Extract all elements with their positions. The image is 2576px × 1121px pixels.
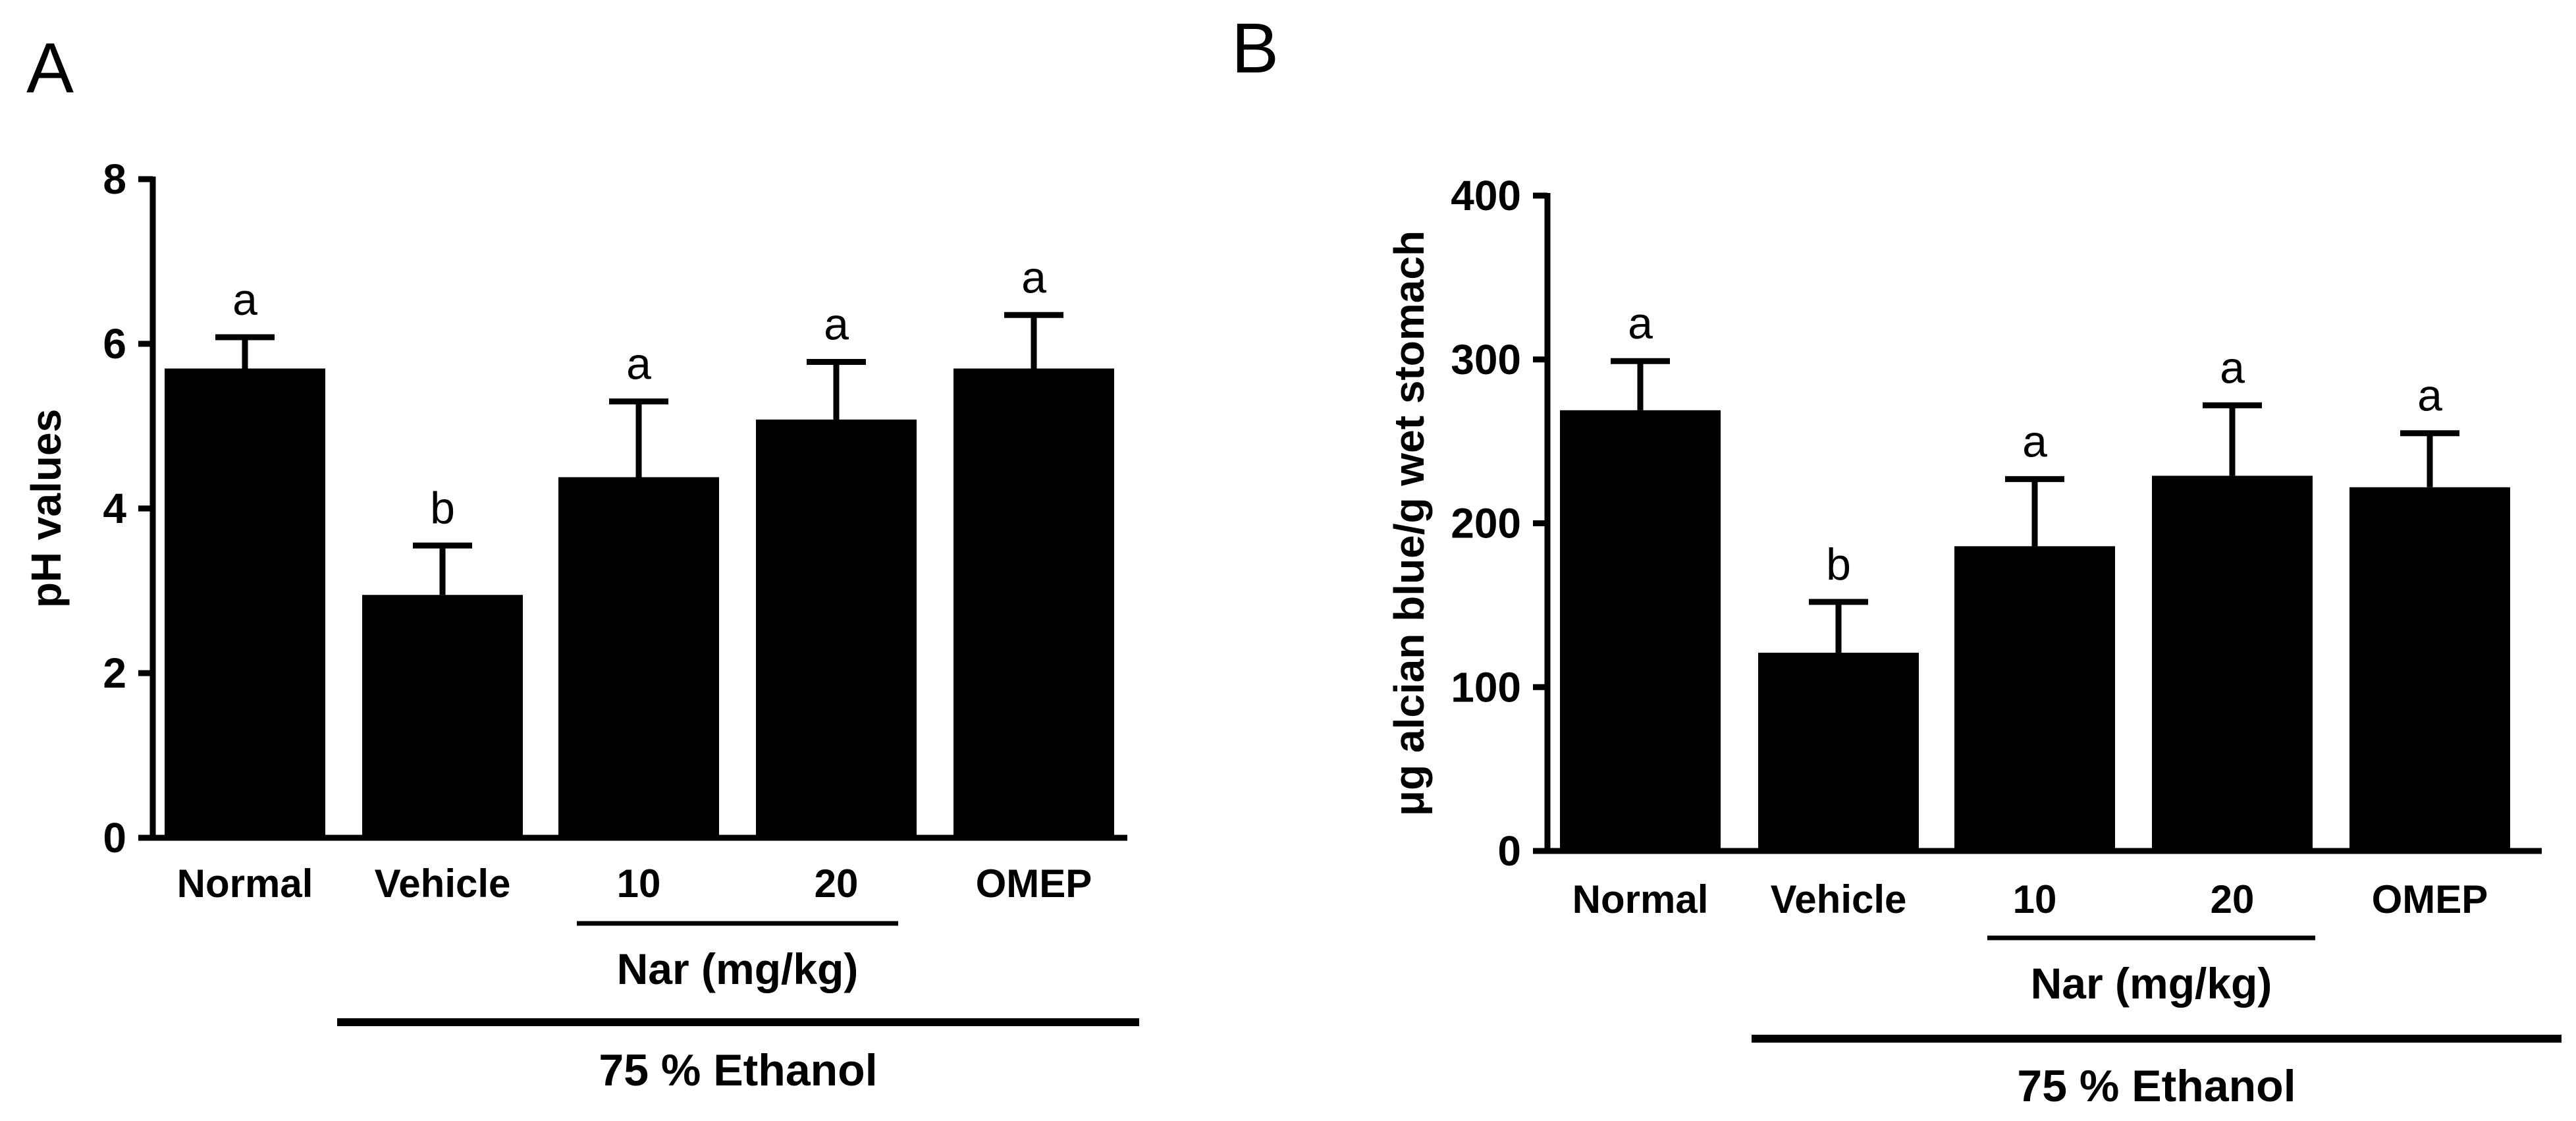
y-tick-label: 6 — [103, 320, 126, 368]
significance-letter: a — [232, 275, 257, 325]
bar-omep — [2349, 487, 2510, 851]
chart-panel-b: Ba Normal b Vehicle a 10 a 20 a OMEP 0 100 200 300 400… — [1231, 8, 2562, 1111]
x-tick-label: 10 — [2013, 877, 2057, 921]
significance-letter: a — [1021, 252, 1046, 302]
x-tick-label: 20 — [2211, 877, 2255, 921]
x-tick-label: OMEP — [976, 861, 1092, 906]
y-axis-title: μg alcian blue/g wet stomach — [1385, 231, 1433, 816]
bar-20 — [756, 420, 917, 838]
treatment-label: 75 % Ethanol — [599, 1045, 877, 1095]
significance-letter: a — [2417, 371, 2442, 421]
significance-letter: a — [2220, 342, 2245, 393]
significance-letter: a — [824, 300, 849, 350]
significance-letter: b — [1826, 539, 1851, 589]
y-tick-label: 200 — [1451, 500, 1521, 547]
x-tick-label: 10 — [617, 861, 661, 906]
panel-letter: B — [1231, 8, 1279, 88]
y-tick-label: 0 — [103, 814, 126, 861]
bar-omep — [953, 368, 1114, 838]
y-tick-label: 2 — [103, 649, 126, 697]
x-tick-label: 20 — [815, 861, 859, 906]
y-tick-label: 100 — [1451, 663, 1521, 711]
x-tick-label: Normal — [1572, 877, 1709, 921]
significance-letter: a — [626, 339, 651, 389]
significance-letter: a — [1628, 298, 1653, 348]
x-tick-label: Vehicle — [375, 861, 511, 906]
y-tick-label: 0 — [1497, 827, 1521, 875]
treatment-label: 75 % Ethanol — [2017, 1061, 2295, 1111]
y-tick-label: 8 — [103, 155, 126, 203]
x-tick-label: Normal — [177, 861, 313, 906]
group-label: Nar (mg/kg) — [2031, 959, 2272, 1008]
bar-20 — [2152, 476, 2313, 851]
bar-10 — [558, 477, 719, 838]
y-axis-title: pH values — [22, 409, 70, 608]
x-tick-label: OMEP — [2372, 877, 2488, 921]
bar-vehicle — [1758, 653, 1919, 851]
y-tick-label: 4 — [103, 485, 126, 532]
significance-letter: b — [430, 483, 455, 533]
group-label: Nar (mg/kg) — [617, 944, 859, 993]
bar-10 — [1954, 546, 2115, 851]
bar-normal — [1560, 410, 1721, 851]
bar-vehicle — [362, 595, 523, 838]
significance-letter: a — [2022, 416, 2047, 466]
panel-letter: A — [26, 28, 74, 107]
bar-normal — [165, 368, 325, 838]
x-tick-label: Vehicle — [1771, 877, 1907, 921]
y-tick-label: 300 — [1451, 336, 1521, 383]
y-tick-label: 400 — [1451, 172, 1521, 219]
chart-panel-a: Aa Normal b Vehicle a 10 a 20 a OMEP 0 2 4 6 8 pH value… — [22, 28, 1139, 1095]
